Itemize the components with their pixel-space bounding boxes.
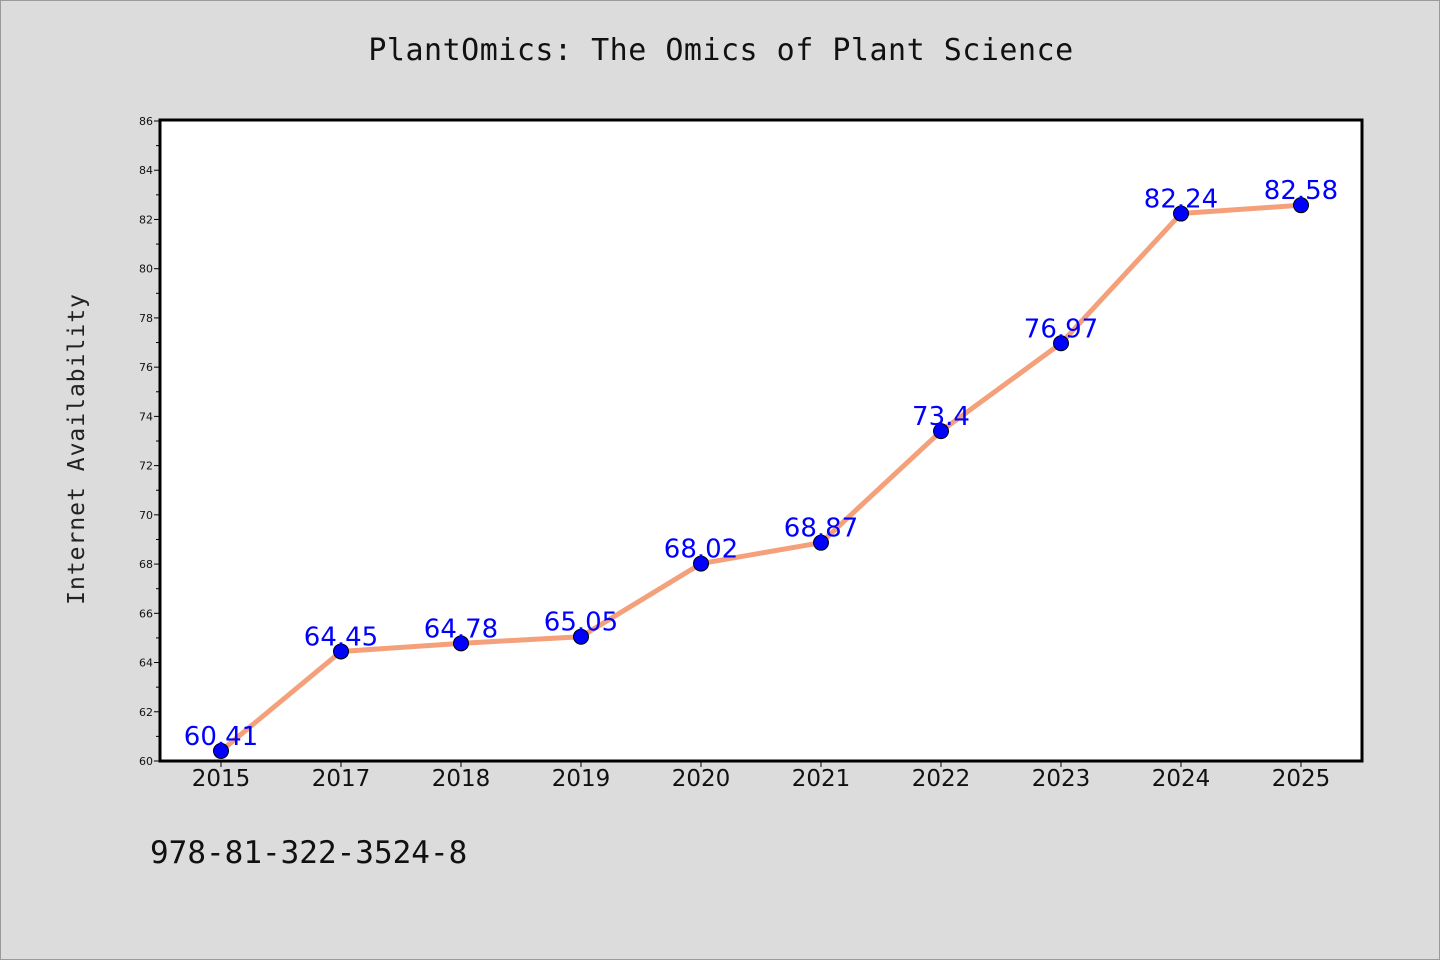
y-tick-label: 84: [139, 164, 153, 177]
isbn-text: 978-81-322-3524-8: [150, 835, 468, 871]
data-point: [1053, 335, 1069, 352]
y-tick-label: 74: [139, 410, 153, 423]
plot-area: [158, 118, 1364, 763]
data-point: [453, 635, 469, 652]
data-point: [813, 534, 829, 551]
data-labels-group: 60.41 64.45 64.78 65.05 68.02 68.87 73.4 76.97 8…: [184, 176, 1338, 752]
data-label: 64.45: [304, 622, 378, 652]
data-point: [573, 628, 589, 645]
y-tick-label: 78: [139, 312, 153, 325]
data-label: 82.58: [1264, 176, 1338, 206]
y-tick-label: 76: [139, 361, 153, 374]
y-axis-ticks: 60 62 64 66 68 70 72 74 76 78 80 82 84 86: [139, 115, 161, 768]
y-tick-label: 70: [139, 509, 153, 522]
y-tick-label: 68: [139, 558, 153, 571]
y-tick-label: 60: [139, 755, 153, 768]
markers-group: [213, 197, 1309, 759]
data-point: [1173, 205, 1189, 222]
series-line: [218, 202, 1304, 754]
y-tick-label: 82: [139, 213, 153, 226]
x-tick-label: 2017: [312, 766, 371, 792]
y-tick-label: 62: [139, 706, 153, 719]
data-point: [1293, 197, 1309, 214]
y-tick-label: 72: [139, 460, 153, 473]
x-tick-label: 2021: [792, 766, 851, 792]
data-label: 64.78: [424, 614, 498, 644]
y-tick-label: 64: [139, 657, 153, 670]
x-tick-label: 2025: [1272, 766, 1331, 792]
data-label: 73.4: [912, 402, 970, 432]
data-point: [933, 423, 949, 440]
y-tick-label: 80: [139, 263, 153, 276]
data-label: 65.05: [544, 608, 618, 638]
series-line-group: [218, 202, 1304, 754]
data-point: [213, 742, 229, 759]
data-label: 60.41: [184, 722, 258, 752]
y-tick-label: 66: [139, 607, 153, 620]
data-label: 82.24: [1144, 185, 1218, 215]
data-label: 68.02: [664, 535, 738, 565]
x-axis-ticks: 2015 2017 2018 2019 2020 2021 2022 2023 2024 2025: [192, 761, 1331, 792]
data-label: 76.97: [1024, 314, 1098, 344]
data-point: [693, 555, 709, 572]
data-point: [333, 643, 349, 660]
x-tick-label: 2019: [552, 766, 611, 792]
x-tick-label: 2023: [1032, 766, 1091, 792]
chart-title: PlantOmics: The Omics of Plant Science: [368, 33, 1074, 68]
x-tick-label: 2024: [1152, 766, 1211, 792]
x-tick-label: 2022: [912, 766, 971, 792]
x-tick-label: 2018: [432, 766, 491, 792]
x-tick-label: 2020: [672, 766, 731, 792]
y-tick-label: 86: [139, 115, 153, 128]
data-label: 68.87: [784, 514, 858, 544]
x-tick-label: 2015: [192, 766, 251, 792]
